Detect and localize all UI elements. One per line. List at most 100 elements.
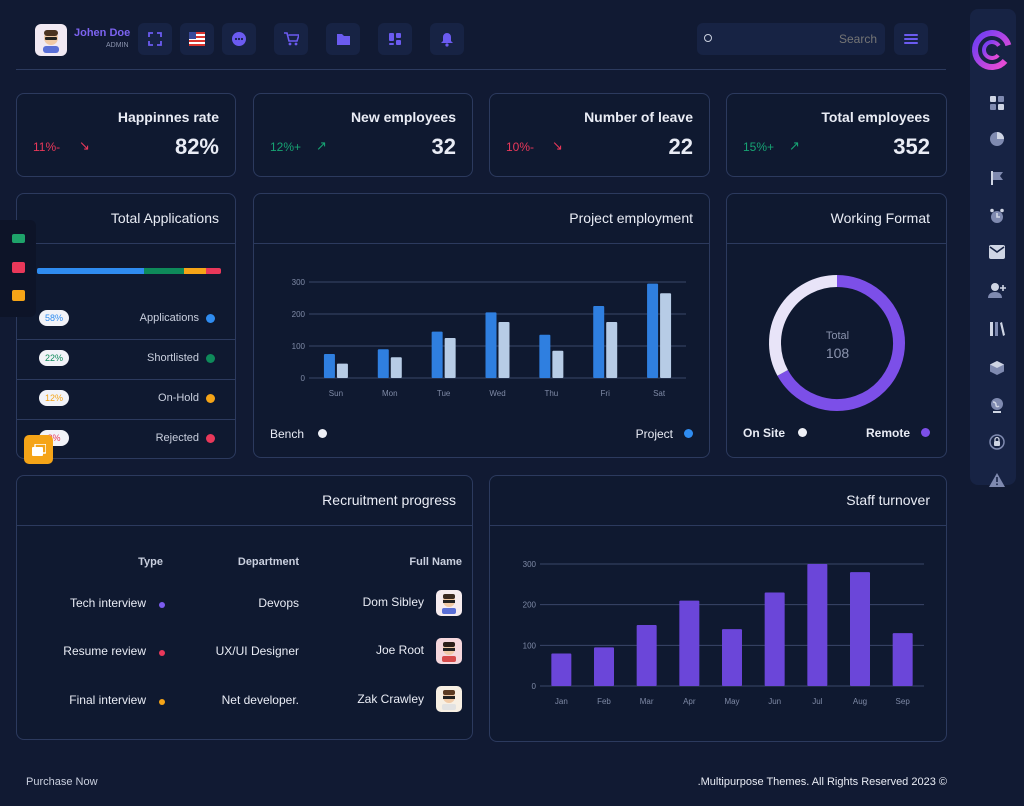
legend-label: Rejected: [155, 432, 199, 444]
sidebar-pie-chart-icon[interactable]: [988, 130, 1006, 148]
folder-icon[interactable]: [12, 290, 25, 301]
card-divider: [17, 525, 472, 526]
bar: [552, 350, 564, 378]
bar: [807, 564, 828, 686]
money-icon[interactable]: [12, 234, 25, 243]
x-tick-label: Aug: [853, 697, 867, 706]
legend-dot-onsite: [798, 428, 807, 437]
pct-badge: 12%: [39, 390, 69, 406]
working-format-donut: [769, 275, 905, 411]
y-tick-label: 0: [532, 682, 537, 691]
bar: [551, 653, 572, 686]
y-tick-label: 200: [523, 601, 537, 610]
bar: [431, 331, 443, 378]
sidebar-alarm-icon[interactable]: [988, 207, 1006, 225]
legend-dot: [206, 434, 215, 443]
floating-quick-panel: [0, 220, 36, 317]
user-name: Johen Doe: [74, 27, 131, 39]
column-header-type: Type: [138, 556, 163, 568]
bell-icon: [441, 32, 453, 47]
bar: [722, 629, 742, 686]
y-tick-label: 100: [292, 342, 306, 351]
menu-icon: [904, 34, 918, 44]
notifications-button[interactable]: [430, 23, 464, 55]
cart-button[interactable]: [274, 23, 308, 55]
legend-dot: [206, 354, 215, 363]
bar: [647, 283, 659, 378]
bar: [336, 363, 348, 378]
card-title: Recruitment progress: [322, 492, 456, 508]
status-dot: [159, 699, 165, 705]
trend-down-icon: ↘: [79, 138, 90, 153]
legend-label-onsite: On Site: [743, 426, 786, 440]
stat-card-happiness: Happinnes rate 11%- ↘ 82%: [16, 93, 236, 177]
sidebar-box-icon[interactable]: [988, 359, 1006, 377]
footer-copyright: .Multipurpose Themes. All Rights Reserve…: [697, 776, 947, 788]
staff-turnover-card: Staff turnover 0 100 200 300 Jan Feb Mar Apr May…: [489, 475, 947, 742]
bar: [485, 312, 497, 378]
stat-change: 12%+: [270, 140, 302, 154]
x-tick-label: Feb: [597, 697, 611, 706]
trend-down-icon: ↘: [552, 138, 563, 153]
trend-up-icon: ↗: [316, 138, 327, 153]
sidebar-flag-icon[interactable]: [988, 169, 1006, 187]
sidebar-lock-icon[interactable]: [988, 433, 1006, 451]
bar: [390, 357, 402, 378]
sidebar-warning-icon[interactable]: [988, 471, 1006, 489]
search-input[interactable]: [717, 29, 877, 49]
brand-logo[interactable]: [969, 22, 1017, 78]
bar: [594, 647, 614, 686]
legend-label-bench: Bench: [270, 427, 305, 441]
bar: [593, 306, 605, 378]
folder-button[interactable]: [326, 23, 360, 55]
x-tick-label: Sep: [896, 697, 911, 706]
sidebar-dashboard-icon[interactable]: [988, 94, 1006, 112]
card-divider: [727, 243, 946, 244]
card-title: Project employment: [569, 210, 693, 226]
search-box[interactable]: [697, 23, 885, 55]
kanban-icon: [389, 33, 401, 45]
applications-progress-bar: [37, 268, 221, 274]
menu-button[interactable]: [894, 23, 928, 55]
sidebar-globe-icon[interactable]: [988, 396, 1006, 414]
legend-label: Applications: [139, 312, 199, 324]
column-header-department: Department: [237, 556, 299, 568]
bar: [636, 625, 657, 686]
column-header-name: Full Name: [409, 556, 462, 568]
sidebar-add-user-icon[interactable]: [988, 281, 1006, 299]
donut-slice: [777, 275, 905, 411]
fullscreen-button[interactable]: [138, 23, 172, 55]
legend-dot-bench: [318, 429, 327, 438]
trend-up-icon: ↗: [789, 138, 800, 153]
floating-action-button[interactable]: [24, 435, 53, 464]
footer-purchase-link[interactable]: Purchase Now: [26, 776, 98, 788]
board-button[interactable]: [378, 23, 412, 55]
stat-title: New employees: [350, 109, 456, 125]
bar: [323, 354, 335, 378]
cell-department: Devops: [258, 596, 299, 610]
stat-value: 32: [431, 134, 456, 159]
y-tick-label: 300: [523, 560, 537, 569]
image-icon[interactable]: [12, 262, 25, 273]
language-button[interactable]: [180, 23, 214, 55]
avatar: [436, 590, 462, 616]
sidebar-mail-icon[interactable]: [988, 243, 1006, 261]
donut-total-label: Total: [825, 330, 850, 342]
legend-label: On-Hold: [158, 392, 199, 404]
x-tick-label: Apr: [683, 697, 696, 706]
donut-total-value: 108: [825, 345, 850, 361]
avatar[interactable]: [35, 24, 67, 56]
chat-button[interactable]: [222, 23, 256, 55]
card-title: Total Applications: [110, 210, 219, 226]
working-format-card: Working Format Total 108 On Site Remote: [726, 193, 947, 458]
sidebar-library-icon[interactable]: [988, 320, 1006, 338]
row-divider: [17, 419, 235, 420]
row-divider: [17, 339, 235, 340]
bar: [498, 322, 510, 378]
legend-label-remote: Remote: [865, 426, 910, 440]
card-divider: [254, 243, 709, 244]
stat-card-leave: Number of leave 10%- ↘ 22: [489, 93, 710, 177]
project-employment-chart: 0 100 200 300 Sun Mon Tue Wed Thu Fri Sat: [292, 278, 686, 398]
card-divider: [17, 243, 235, 244]
fullscreen-icon: [148, 32, 162, 46]
